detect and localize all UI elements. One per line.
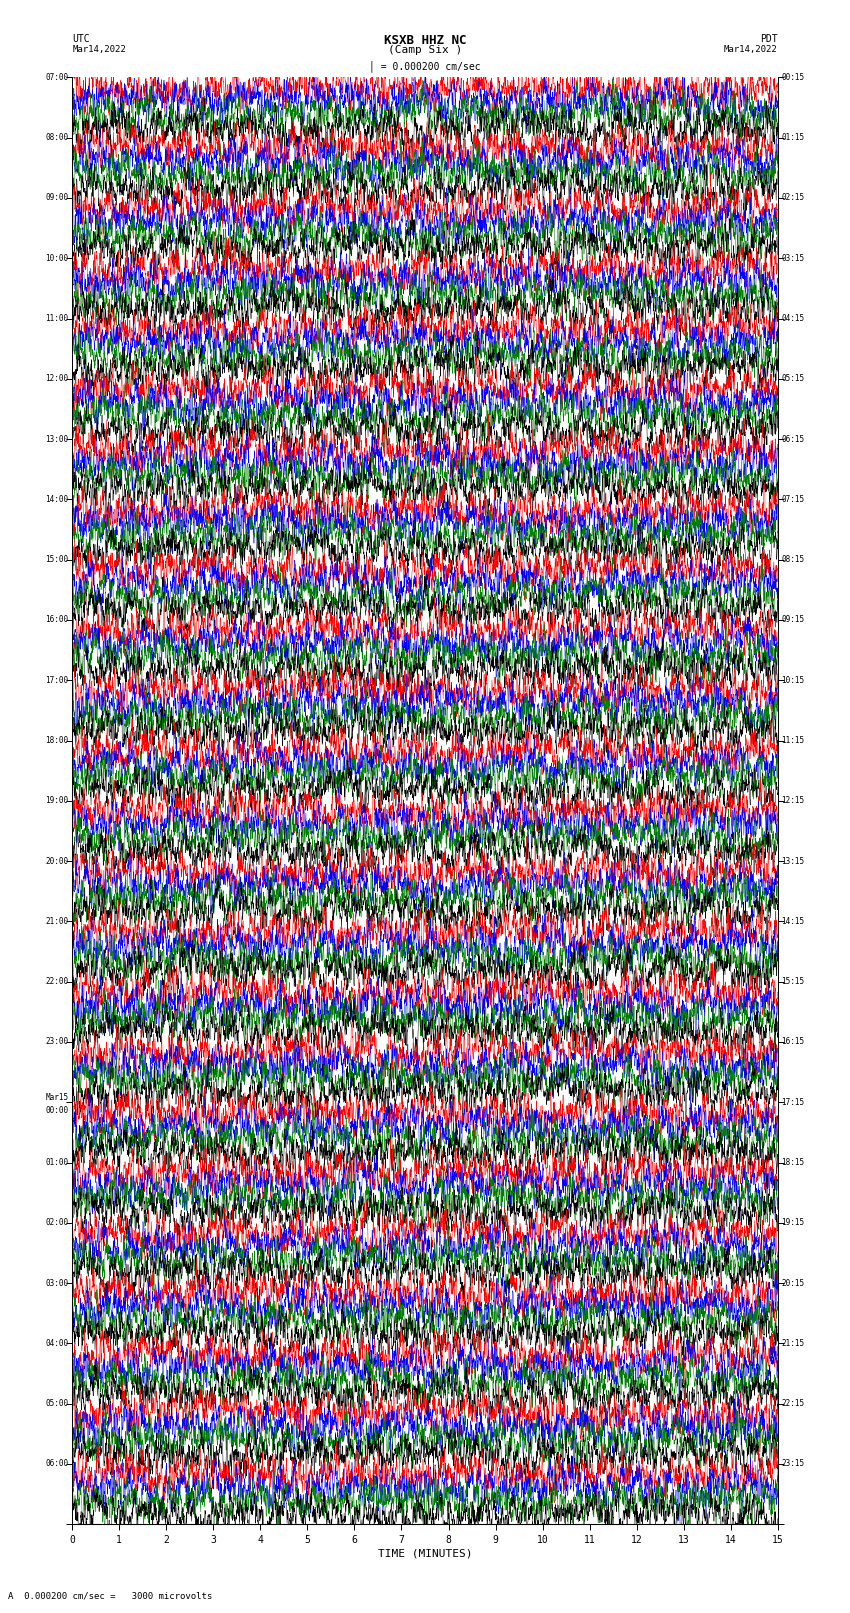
- X-axis label: TIME (MINUTES): TIME (MINUTES): [377, 1548, 473, 1558]
- Text: 14:15: 14:15: [781, 916, 804, 926]
- Text: Mar15: Mar15: [46, 1094, 69, 1102]
- Text: 10:00: 10:00: [46, 253, 69, 263]
- Text: 05:15: 05:15: [781, 374, 804, 384]
- Text: (Camp Six ): (Camp Six ): [388, 45, 462, 55]
- Text: 13:00: 13:00: [46, 434, 69, 444]
- Text: 00:00: 00:00: [46, 1107, 69, 1115]
- Text: 15:00: 15:00: [46, 555, 69, 565]
- Text: Mar14,2022: Mar14,2022: [724, 45, 778, 55]
- Text: 01:15: 01:15: [781, 134, 804, 142]
- Text: 17:15: 17:15: [781, 1098, 804, 1107]
- Text: 21:15: 21:15: [781, 1339, 804, 1348]
- Text: 02:15: 02:15: [781, 194, 804, 203]
- Text: 22:15: 22:15: [781, 1398, 804, 1408]
- Text: 03:15: 03:15: [781, 253, 804, 263]
- Text: A  0.000200 cm/sec =   3000 microvolts: A 0.000200 cm/sec = 3000 microvolts: [8, 1590, 212, 1600]
- Text: 08:00: 08:00: [46, 134, 69, 142]
- Text: 14:00: 14:00: [46, 495, 69, 503]
- Text: 03:00: 03:00: [46, 1279, 69, 1287]
- Text: Mar14,2022: Mar14,2022: [72, 45, 126, 55]
- Text: 15:15: 15:15: [781, 977, 804, 986]
- Text: 18:00: 18:00: [46, 736, 69, 745]
- Text: 08:15: 08:15: [781, 555, 804, 565]
- Text: 05:00: 05:00: [46, 1398, 69, 1408]
- Text: 23:15: 23:15: [781, 1460, 804, 1468]
- Text: PDT: PDT: [760, 34, 778, 44]
- Text: 12:15: 12:15: [781, 797, 804, 805]
- Text: UTC: UTC: [72, 34, 90, 44]
- Text: 21:00: 21:00: [46, 916, 69, 926]
- Text: 16:00: 16:00: [46, 616, 69, 624]
- Text: 18:15: 18:15: [781, 1158, 804, 1168]
- Text: 11:15: 11:15: [781, 736, 804, 745]
- Text: 06:15: 06:15: [781, 434, 804, 444]
- Text: 01:00: 01:00: [46, 1158, 69, 1168]
- Text: 23:00: 23:00: [46, 1037, 69, 1047]
- Text: │ = 0.000200 cm/sec: │ = 0.000200 cm/sec: [369, 60, 481, 71]
- Text: 22:00: 22:00: [46, 977, 69, 986]
- Text: 12:00: 12:00: [46, 374, 69, 384]
- Text: 10:15: 10:15: [781, 676, 804, 686]
- Text: 16:15: 16:15: [781, 1037, 804, 1047]
- Text: 00:15: 00:15: [781, 73, 804, 82]
- Text: 20:00: 20:00: [46, 857, 69, 866]
- Text: 11:00: 11:00: [46, 315, 69, 323]
- Text: 07:15: 07:15: [781, 495, 804, 503]
- Text: 09:00: 09:00: [46, 194, 69, 203]
- Text: 06:00: 06:00: [46, 1460, 69, 1468]
- Text: 19:15: 19:15: [781, 1218, 804, 1227]
- Text: 04:15: 04:15: [781, 315, 804, 323]
- Text: 09:15: 09:15: [781, 616, 804, 624]
- Text: 20:15: 20:15: [781, 1279, 804, 1287]
- Text: 07:00: 07:00: [46, 73, 69, 82]
- Text: 19:00: 19:00: [46, 797, 69, 805]
- Text: KSXB HHZ NC: KSXB HHZ NC: [383, 34, 467, 47]
- Text: 02:00: 02:00: [46, 1218, 69, 1227]
- Text: 17:00: 17:00: [46, 676, 69, 686]
- Text: 04:00: 04:00: [46, 1339, 69, 1348]
- Text: 13:15: 13:15: [781, 857, 804, 866]
